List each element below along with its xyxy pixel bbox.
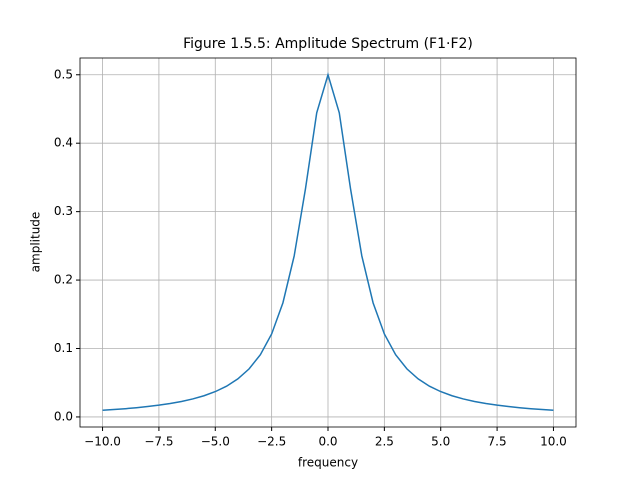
y-axis-label: amplitude [29, 212, 43, 273]
chart-title: Figure 1.5.5: Amplitude Spectrum (F1·F2) [183, 36, 473, 52]
x-tick-label: 2.5 [375, 435, 394, 449]
x-tick-label: 10.0 [540, 435, 567, 449]
x-tick-label: 5.0 [431, 435, 450, 449]
y-tick-label: 0.0 [54, 409, 73, 423]
x-tick-label: −2.5 [257, 435, 286, 449]
y-tick-label: 0.3 [54, 204, 73, 218]
x-tick-label: −5.0 [201, 435, 230, 449]
y-tick-label: 0.4 [54, 136, 73, 150]
x-axis-label: frequency [298, 456, 358, 470]
y-tick-label: 0.2 [54, 273, 73, 287]
y-tick-label: 0.1 [54, 341, 73, 355]
x-tick-label: 0.0 [318, 435, 337, 449]
plot-frame [79, 57, 577, 428]
x-tick-label: −10.0 [84, 435, 121, 449]
line [102, 72, 554, 411]
x-tick-label: 7.5 [488, 435, 507, 449]
y-tick-label: 0.5 [54, 67, 73, 81]
x-tick-label: −7.5 [144, 435, 173, 449]
